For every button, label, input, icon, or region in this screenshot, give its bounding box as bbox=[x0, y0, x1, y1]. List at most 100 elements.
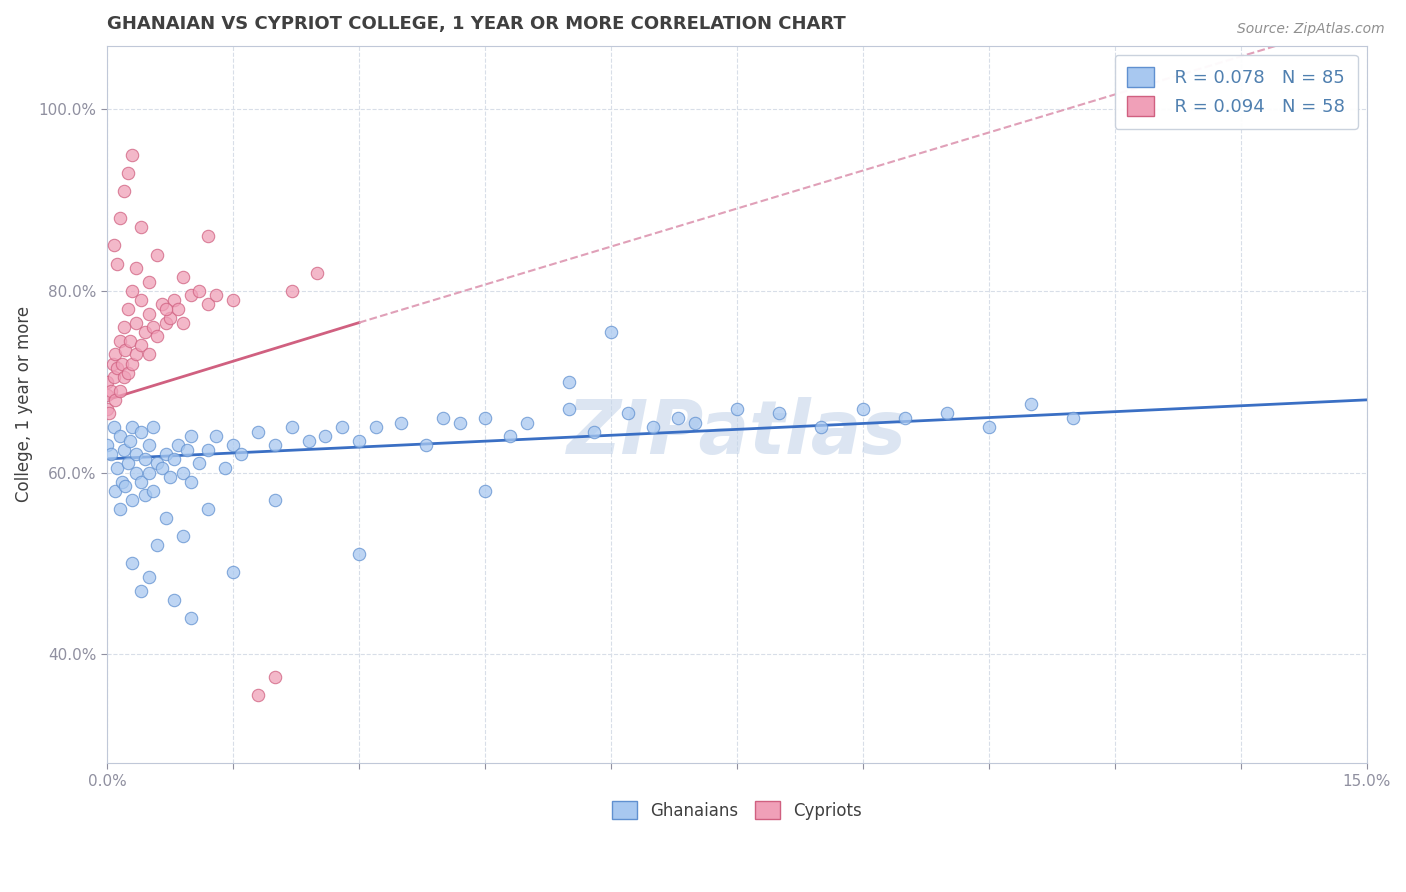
Point bbox=[214, 461, 236, 475]
Point bbox=[142, 483, 165, 498]
Point bbox=[330, 420, 353, 434]
Point bbox=[180, 611, 202, 625]
Point bbox=[347, 434, 370, 448]
Point bbox=[129, 425, 152, 439]
Point bbox=[163, 451, 186, 466]
Point bbox=[103, 370, 125, 384]
Point bbox=[125, 261, 148, 276]
Point bbox=[121, 557, 143, 571]
Point bbox=[180, 288, 202, 302]
Point bbox=[176, 442, 198, 457]
Point bbox=[121, 420, 143, 434]
Point bbox=[415, 438, 437, 452]
Point bbox=[129, 338, 152, 352]
Point bbox=[112, 370, 135, 384]
Point bbox=[125, 447, 148, 461]
Point bbox=[894, 411, 917, 425]
Point bbox=[666, 411, 689, 425]
Point bbox=[138, 438, 160, 452]
Point bbox=[297, 434, 319, 448]
Point bbox=[108, 429, 131, 443]
Point bbox=[163, 293, 186, 307]
Point bbox=[105, 361, 128, 376]
Point bbox=[117, 166, 139, 180]
Legend: Ghanaians, Cypriots: Ghanaians, Cypriots bbox=[605, 795, 869, 827]
Point bbox=[104, 483, 127, 498]
Point bbox=[105, 461, 128, 475]
Point bbox=[167, 301, 190, 316]
Point bbox=[104, 392, 127, 407]
Point bbox=[100, 447, 122, 461]
Point bbox=[138, 275, 160, 289]
Point bbox=[197, 501, 219, 516]
Point bbox=[108, 384, 131, 398]
Point bbox=[768, 407, 790, 421]
Point bbox=[683, 416, 706, 430]
Point bbox=[197, 229, 219, 244]
Point bbox=[142, 420, 165, 434]
Point bbox=[138, 570, 160, 584]
Point bbox=[108, 334, 131, 348]
Point bbox=[725, 401, 748, 416]
Point bbox=[142, 320, 165, 334]
Point bbox=[499, 429, 522, 443]
Point bbox=[641, 420, 664, 434]
Point bbox=[1062, 411, 1084, 425]
Point bbox=[138, 347, 160, 361]
Text: Source: ZipAtlas.com: Source: ZipAtlas.com bbox=[1237, 22, 1385, 37]
Point bbox=[600, 325, 623, 339]
Point bbox=[103, 238, 125, 252]
Point bbox=[197, 442, 219, 457]
Point bbox=[125, 466, 148, 480]
Point bbox=[114, 479, 136, 493]
Point bbox=[114, 343, 136, 357]
Point bbox=[129, 475, 152, 489]
Point bbox=[108, 211, 131, 226]
Point bbox=[100, 384, 122, 398]
Point bbox=[172, 316, 194, 330]
Point bbox=[146, 329, 169, 343]
Point bbox=[112, 442, 135, 457]
Point bbox=[146, 538, 169, 552]
Point bbox=[205, 429, 228, 443]
Point bbox=[150, 461, 173, 475]
Point bbox=[120, 434, 142, 448]
Point bbox=[138, 307, 160, 321]
Point bbox=[155, 447, 177, 461]
Point bbox=[516, 416, 538, 430]
Point bbox=[117, 366, 139, 380]
Point bbox=[96, 438, 118, 452]
Point bbox=[264, 670, 287, 684]
Point bbox=[129, 220, 152, 235]
Point bbox=[159, 311, 181, 326]
Point bbox=[474, 411, 496, 425]
Point bbox=[108, 501, 131, 516]
Point bbox=[1019, 397, 1042, 411]
Point bbox=[264, 492, 287, 507]
Point bbox=[347, 547, 370, 561]
Point bbox=[129, 293, 152, 307]
Point bbox=[449, 416, 471, 430]
Point bbox=[155, 316, 177, 330]
Point bbox=[125, 316, 148, 330]
Point bbox=[172, 270, 194, 285]
Point bbox=[134, 325, 156, 339]
Point bbox=[111, 475, 134, 489]
Point bbox=[810, 420, 832, 434]
Point bbox=[197, 297, 219, 311]
Point bbox=[432, 411, 454, 425]
Point bbox=[121, 357, 143, 371]
Point bbox=[180, 475, 202, 489]
Point bbox=[146, 247, 169, 261]
Point bbox=[222, 293, 245, 307]
Point bbox=[120, 334, 142, 348]
Point bbox=[188, 284, 211, 298]
Point bbox=[935, 407, 957, 421]
Text: ZIPatlas: ZIPatlas bbox=[567, 397, 907, 469]
Point bbox=[222, 438, 245, 452]
Point bbox=[134, 488, 156, 502]
Point bbox=[155, 511, 177, 525]
Point bbox=[112, 184, 135, 198]
Point bbox=[111, 357, 134, 371]
Point bbox=[558, 375, 581, 389]
